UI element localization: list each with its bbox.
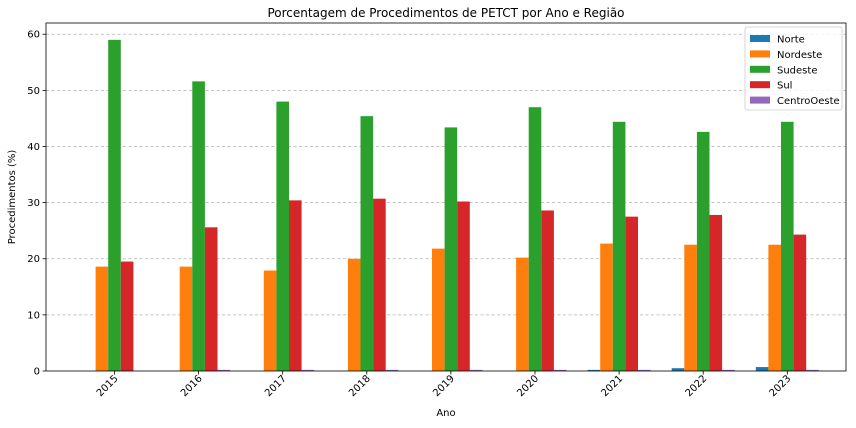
chart-title: Porcentagem de Procedimentos de PETCT po… bbox=[267, 6, 624, 20]
bar-sudeste-2017 bbox=[276, 101, 289, 372]
legend-swatch-centrooeste bbox=[750, 96, 770, 104]
bar-nordeste-2021 bbox=[600, 243, 613, 371]
bar-sudeste-2022 bbox=[696, 131, 710, 371]
bar-centrooeste-2019 bbox=[469, 369, 483, 371]
bar-sul-2019 bbox=[457, 201, 470, 371]
bar-sul-2018 bbox=[373, 198, 386, 371]
bar-nordeste-2020 bbox=[516, 257, 529, 371]
bar-centrooeste-2018 bbox=[385, 369, 399, 371]
legend-swatch-norte bbox=[750, 35, 770, 42]
bar-sudeste-2019 bbox=[444, 127, 458, 372]
legend-label-norte: Norte bbox=[777, 35, 805, 46]
bar-nordeste-2017 bbox=[263, 270, 277, 371]
bar-nordeste-2015 bbox=[95, 266, 109, 371]
bar-centrooeste-2023 bbox=[806, 369, 819, 371]
bar-centrooeste-2016 bbox=[217, 369, 231, 371]
y-tick-label: 10 bbox=[27, 310, 40, 321]
plot-frame bbox=[45, 22, 847, 372]
bar-centrooeste-2021 bbox=[638, 369, 651, 371]
bar-centrooeste-2022 bbox=[722, 369, 735, 371]
bar-centrooeste-2020 bbox=[553, 369, 567, 371]
bar-sul-2021 bbox=[625, 216, 638, 371]
bar-sudeste-2018 bbox=[360, 116, 374, 371]
bar-sudeste-2021 bbox=[612, 121, 626, 371]
bar-sudeste-2020 bbox=[528, 107, 542, 372]
y-tick-label: 50 bbox=[27, 86, 40, 97]
bar-norte-2021 bbox=[587, 369, 601, 371]
legend-swatch-nordeste bbox=[750, 50, 770, 58]
bars bbox=[95, 39, 819, 372]
y-tick-label: 30 bbox=[27, 198, 40, 209]
y-tick-label: 0 bbox=[34, 367, 40, 378]
bar-sul-2023 bbox=[793, 234, 807, 371]
legend-label-sudeste: Sudeste bbox=[777, 65, 817, 76]
bar-nordeste-2016 bbox=[179, 266, 193, 371]
bar-sul-2020 bbox=[541, 210, 554, 371]
bar-sul-2015 bbox=[120, 261, 134, 371]
legend: Norte Nordeste Sudeste Sul CentroOeste bbox=[744, 26, 843, 111]
legend-label-sul: Sul bbox=[777, 81, 792, 92]
bar-sudeste-2015 bbox=[108, 39, 121, 371]
bar-sul-2022 bbox=[709, 214, 723, 371]
y-tick-label: 60 bbox=[27, 30, 40, 41]
legend-box bbox=[744, 26, 843, 111]
legend-label-centrooeste: CentroOeste bbox=[777, 96, 840, 107]
bar-centrooeste-2017 bbox=[301, 369, 315, 371]
legend-label-nordeste: Nordeste bbox=[777, 50, 822, 61]
bar-norte-2023 bbox=[755, 367, 769, 371]
y-tick-label: 20 bbox=[27, 254, 40, 265]
bar-nordeste-2018 bbox=[347, 258, 361, 371]
y-axis-label: Procedimentos (%) bbox=[7, 150, 18, 245]
y-axis-ticks: 0 10 20 30 40 50 60 bbox=[27, 30, 46, 378]
y-tick-label: 40 bbox=[27, 142, 40, 153]
legend-swatch-sudeste bbox=[750, 65, 770, 73]
x-axis-label: Ano bbox=[436, 408, 455, 419]
bar-nordeste-2023 bbox=[768, 244, 781, 371]
bar-nordeste-2022 bbox=[684, 244, 697, 371]
legend-swatch-sul bbox=[750, 81, 770, 89]
bar-sul-2017 bbox=[289, 200, 302, 371]
bar-sudeste-2016 bbox=[192, 81, 205, 371]
bar-norte-2022 bbox=[671, 368, 685, 371]
bar-nordeste-2019 bbox=[432, 248, 445, 371]
bar-sul-2016 bbox=[204, 227, 218, 371]
bar-sudeste-2023 bbox=[781, 121, 794, 371]
